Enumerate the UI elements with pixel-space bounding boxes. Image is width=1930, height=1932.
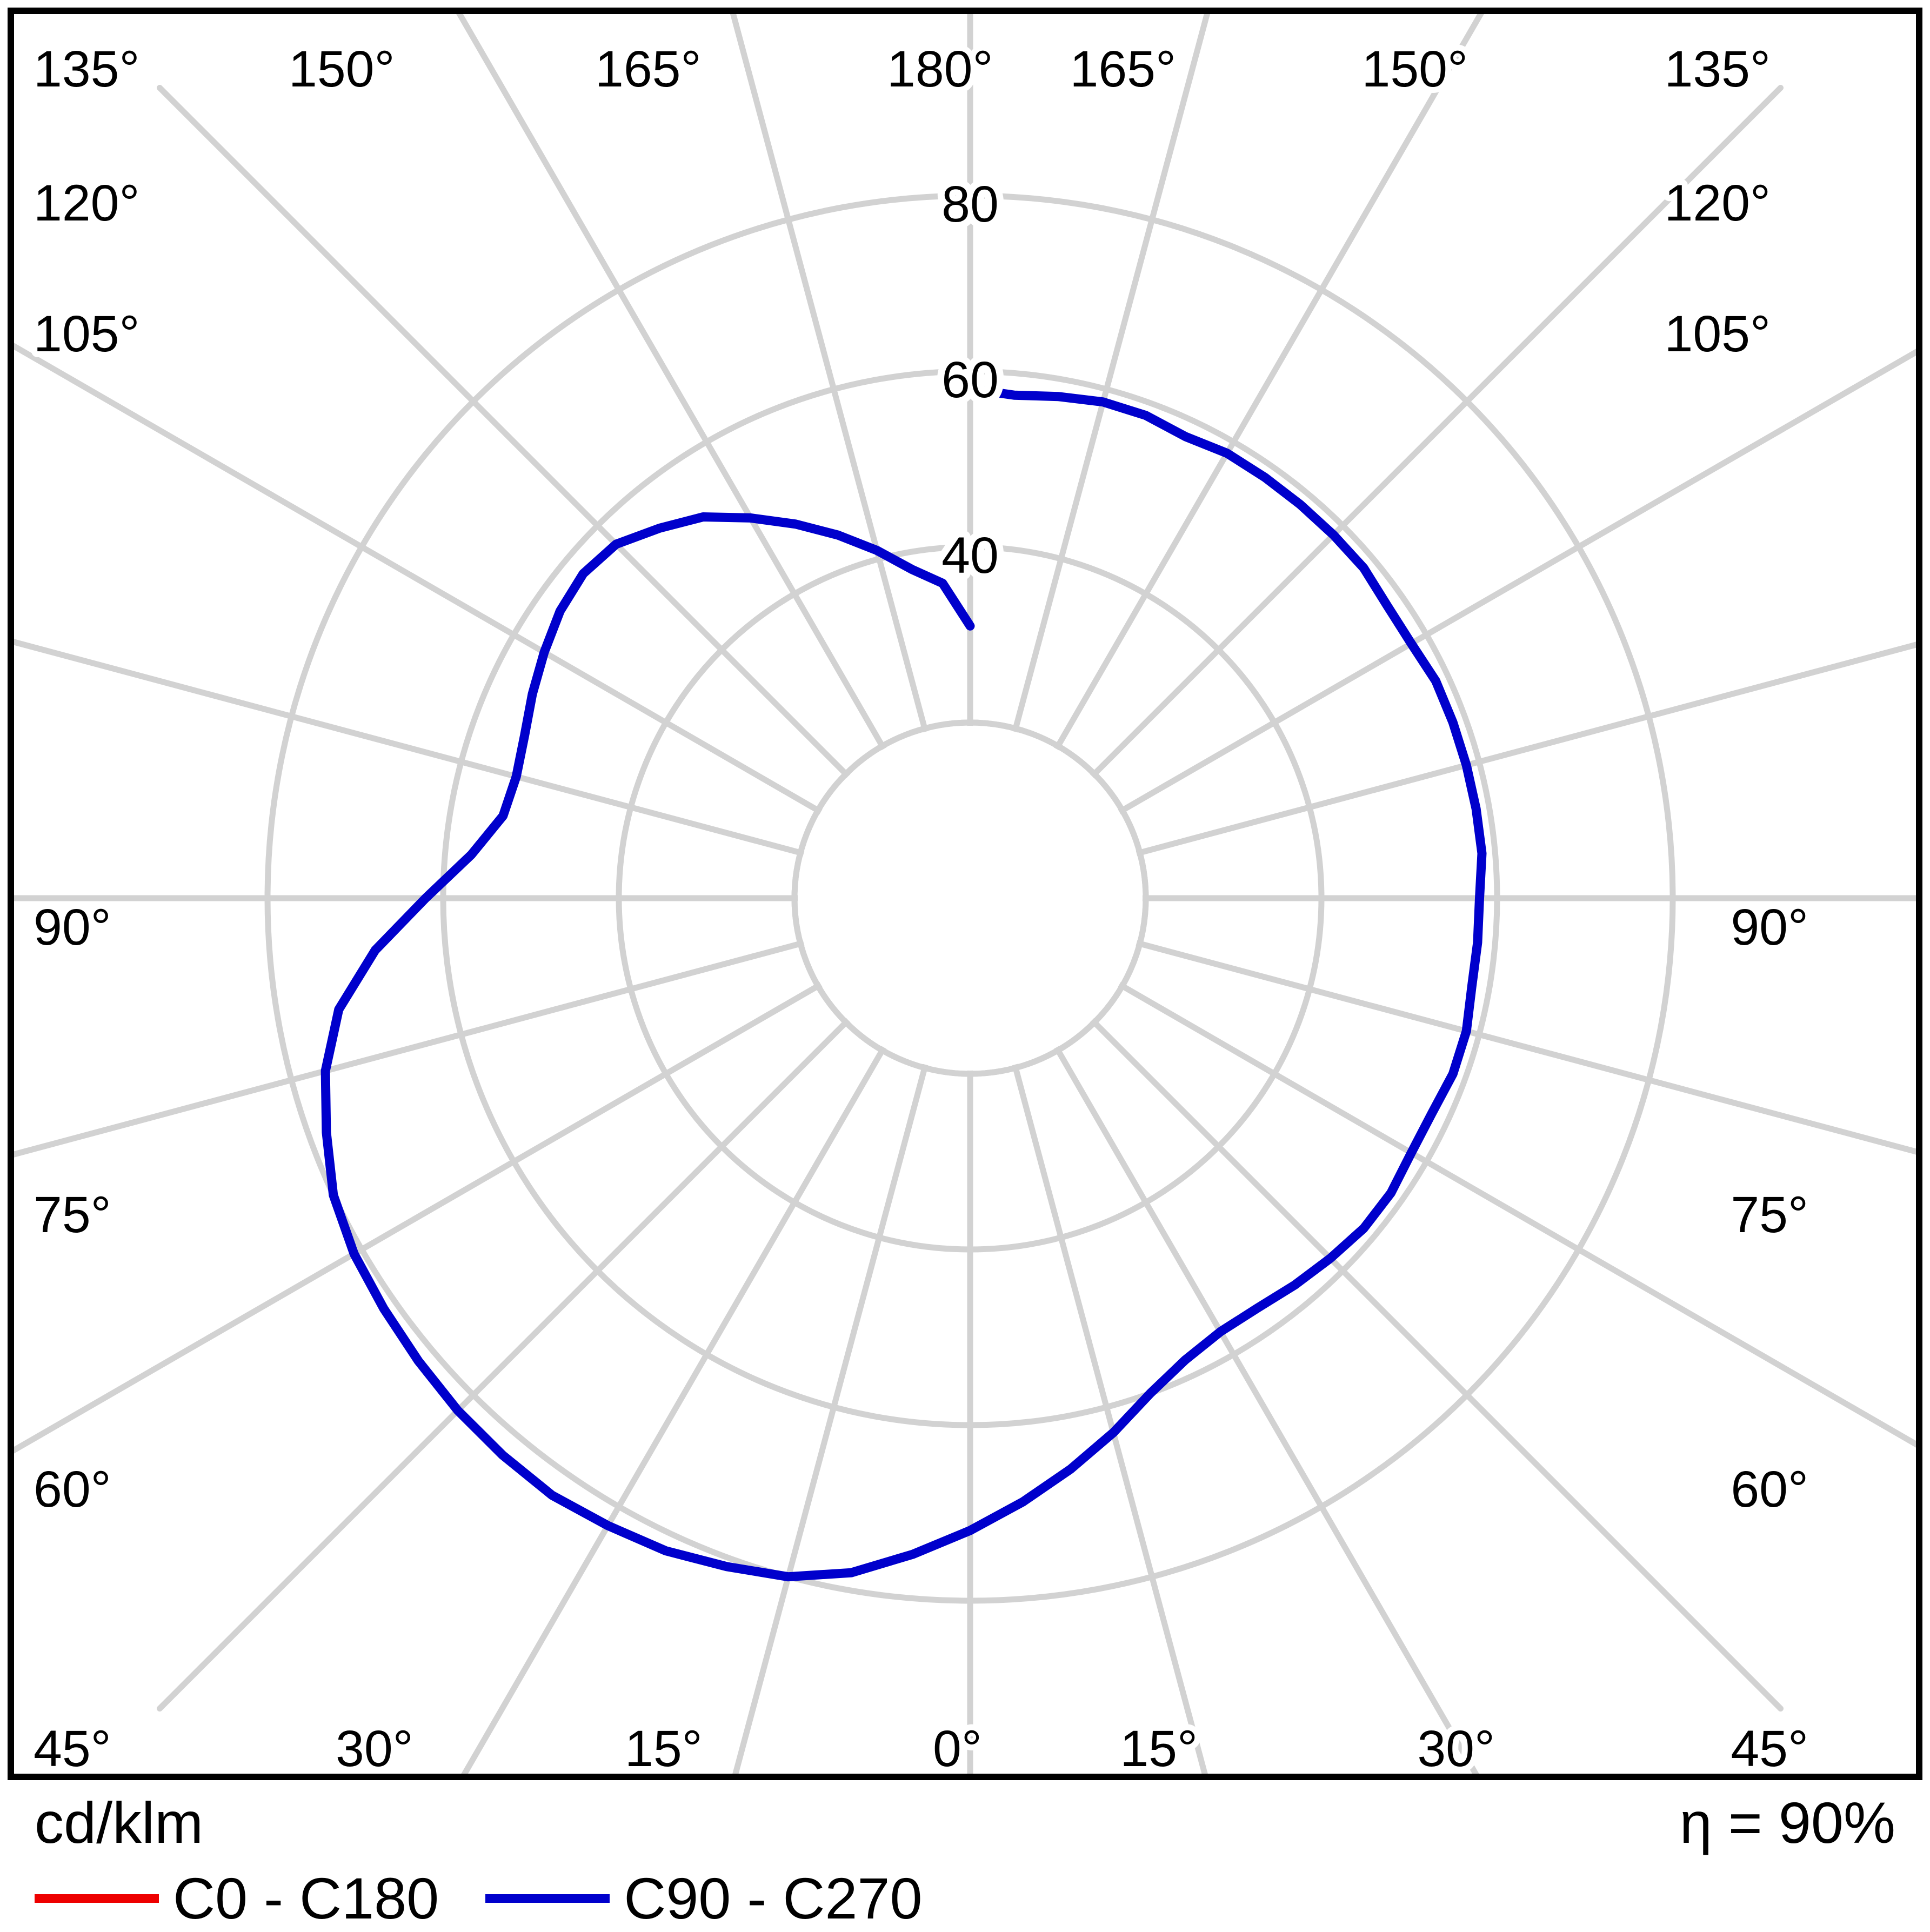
grid-spoke-195 <box>730 14 973 901</box>
angle-label-left-60deg: 60° <box>34 1461 111 1518</box>
polar-plot-svg: 40 60 80 135° 150° 165° 180° 120° 105° 90° 75° 60°… <box>14 14 1916 1774</box>
radial-tick-40: 40 <box>941 527 999 584</box>
plot-frame: 40 60 80 135° 150° 165° 180° 120° 105° 90° 75° 60°… <box>8 8 1922 1780</box>
angle-label-right-15deg: 15° <box>1120 1720 1198 1774</box>
radial-tick-80: 80 <box>941 176 999 233</box>
polar-grid <box>14 14 1916 1774</box>
angle-label-right-60deg: 60° <box>1731 1461 1808 1518</box>
grid-spoke-225 <box>156 84 973 901</box>
grid-spoke-240 <box>14 343 973 901</box>
angle-label-left-15deg: 15° <box>625 1720 703 1774</box>
polar-curves <box>320 384 1487 1582</box>
grid-spoke-75 <box>967 895 1916 1155</box>
grid-spoke-15 <box>967 895 1208 1774</box>
legend-item-c90-c270[interactable]: C90 - C270 <box>485 1864 923 1932</box>
angle-label-left-105deg: 105° <box>34 305 140 363</box>
grid-spoke-135 <box>967 84 1784 901</box>
angle-label-left-180deg: 180° <box>887 41 993 98</box>
angle-label-left-75deg: 75° <box>34 1186 111 1244</box>
angle-label-left-120deg: 120° <box>34 175 140 232</box>
curve-c90-c270 <box>320 384 1487 1582</box>
angle-label-right-90deg: 90° <box>1731 899 1808 956</box>
angle-tick-labels: 135° 150° 165° 180° 120° 105° 90° 75° 60° 45° 30° 1… <box>28 35 1814 1774</box>
grid-spoke-300 <box>14 895 973 1454</box>
grid-spoke-30 <box>967 895 1479 1774</box>
angle-label-left-0deg: 0° <box>933 1720 982 1774</box>
angle-label-right-75deg: 75° <box>1731 1186 1808 1244</box>
grid-spoke-330 <box>461 895 973 1774</box>
radial-tick-60: 60 <box>941 351 999 409</box>
grid-spoke-210 <box>456 14 973 901</box>
efficiency-label: η = 90% <box>1679 1790 1895 1855</box>
legend-item-c0-c180[interactable]: C0 - C180 <box>35 1864 439 1932</box>
grid-spoke-105 <box>967 641 1916 901</box>
grid-spoke-255 <box>14 639 973 901</box>
grid-spoke-345 <box>732 895 973 1774</box>
angle-label-right-120deg: 120° <box>1665 175 1771 232</box>
angle-label-left-45deg: 45° <box>34 1720 111 1774</box>
legend-unit-label: cd/klm <box>35 1790 204 1855</box>
grid-spoke-165 <box>967 14 1211 901</box>
legend-swatch-blue-icon <box>485 1894 610 1903</box>
legend: cd/klm η = 90% C0 - C180 C90 - C270 <box>0 1783 1930 1932</box>
angle-label-right-30deg: 30° <box>1417 1720 1495 1774</box>
angle-label-left-165deg: 165° <box>595 41 702 98</box>
angle-label-right-105deg: 105° <box>1665 305 1771 363</box>
angle-label-left-90deg: 90° <box>34 899 111 956</box>
angle-label-left-30deg: 30° <box>336 1720 413 1774</box>
angle-label-right-45deg: 45° <box>1731 1720 1808 1774</box>
grid-spoke-120 <box>967 349 1916 901</box>
legend-swatch-red-icon <box>35 1894 159 1903</box>
grid-spoke-45 <box>967 895 1784 1712</box>
angle-label-right-150deg: 150° <box>1362 41 1468 98</box>
legend-label-c90-c270: C90 - C270 <box>624 1866 923 1931</box>
angle-label-left-135deg: 135° <box>34 41 140 98</box>
radial-tick-labels: 40 60 80 <box>934 169 1006 591</box>
legend-label-c0-c180: C0 - C180 <box>173 1866 439 1931</box>
grid-ring-20 <box>791 719 1149 1077</box>
legend-series-list: C0 - C180 C90 - C270 <box>35 1864 923 1932</box>
angle-label-right-165deg: 165° <box>1070 41 1177 98</box>
angle-label-right-135deg: 135° <box>1665 41 1771 98</box>
grid-spoke-150 <box>967 14 1484 901</box>
angle-label-left-150deg: 150° <box>289 41 395 98</box>
grid-spoke-60 <box>967 895 1916 1448</box>
grid-hub-mask <box>798 726 1143 1071</box>
grid-spoke-285 <box>14 895 973 1158</box>
grid-spoke-315 <box>156 895 973 1712</box>
